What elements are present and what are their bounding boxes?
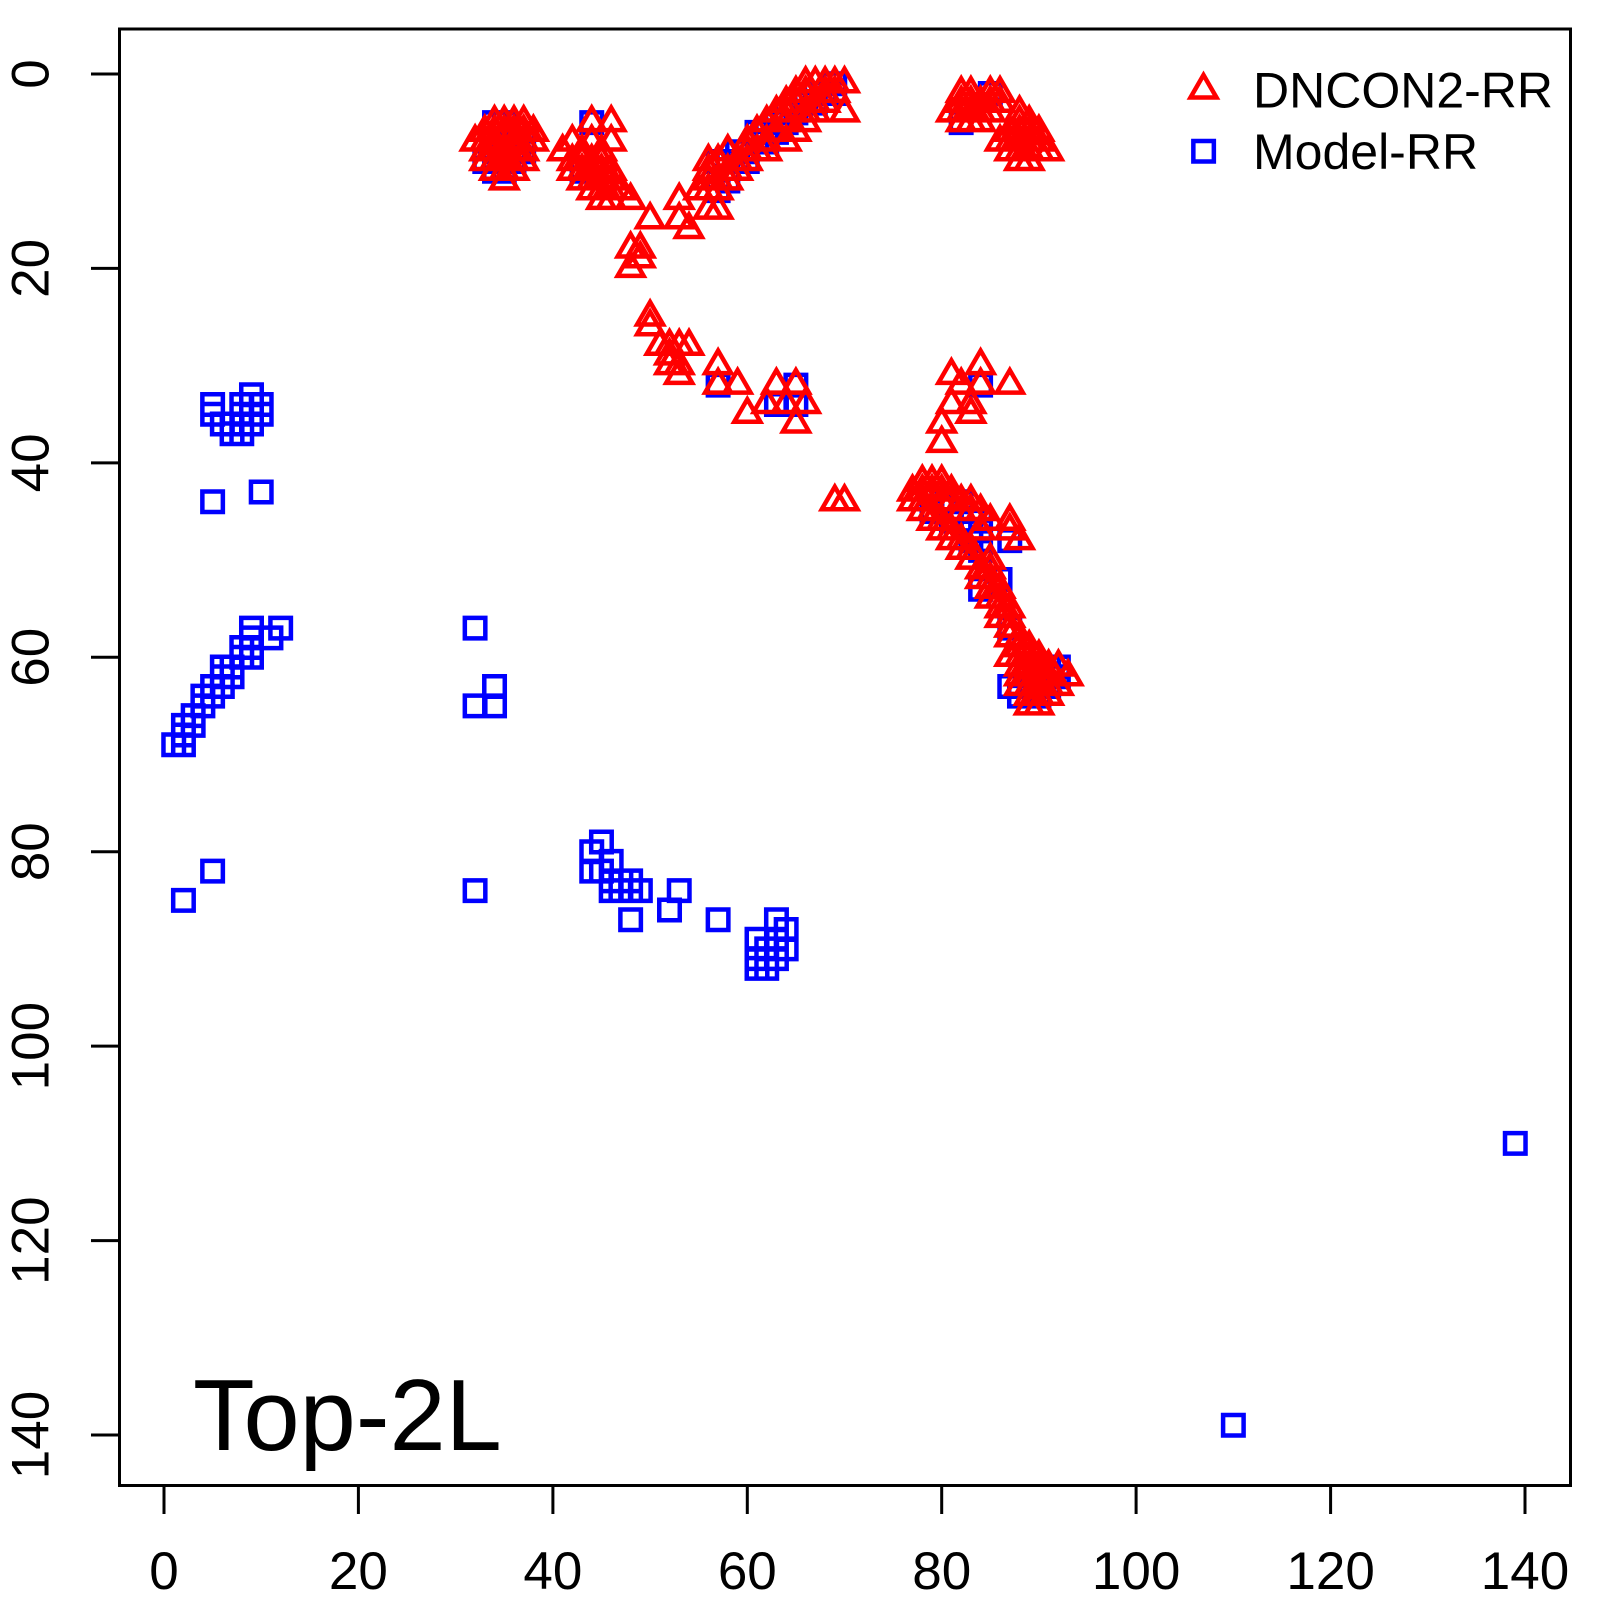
svg-text:40: 40 [2, 433, 61, 492]
svg-text:80: 80 [2, 822, 61, 881]
svg-text:20: 20 [329, 1542, 388, 1600]
svg-text:40: 40 [523, 1542, 582, 1600]
svg-text:Top-2L: Top-2L [193, 1360, 502, 1472]
svg-text:140: 140 [1481, 1542, 1569, 1600]
svg-text:DNCON2-RR: DNCON2-RR [1253, 63, 1553, 119]
svg-text:60: 60 [2, 628, 61, 687]
svg-text:120: 120 [1286, 1542, 1374, 1600]
svg-text:80: 80 [912, 1542, 971, 1600]
svg-text:120: 120 [2, 1196, 61, 1284]
svg-text:60: 60 [718, 1542, 777, 1600]
svg-text:0: 0 [149, 1542, 178, 1600]
svg-text:100: 100 [1092, 1542, 1180, 1600]
svg-text:0: 0 [2, 59, 61, 88]
svg-text:Model-RR: Model-RR [1253, 124, 1478, 180]
svg-text:140: 140 [2, 1391, 61, 1479]
svg-text:20: 20 [2, 239, 61, 298]
svg-text:100: 100 [2, 1002, 61, 1090]
